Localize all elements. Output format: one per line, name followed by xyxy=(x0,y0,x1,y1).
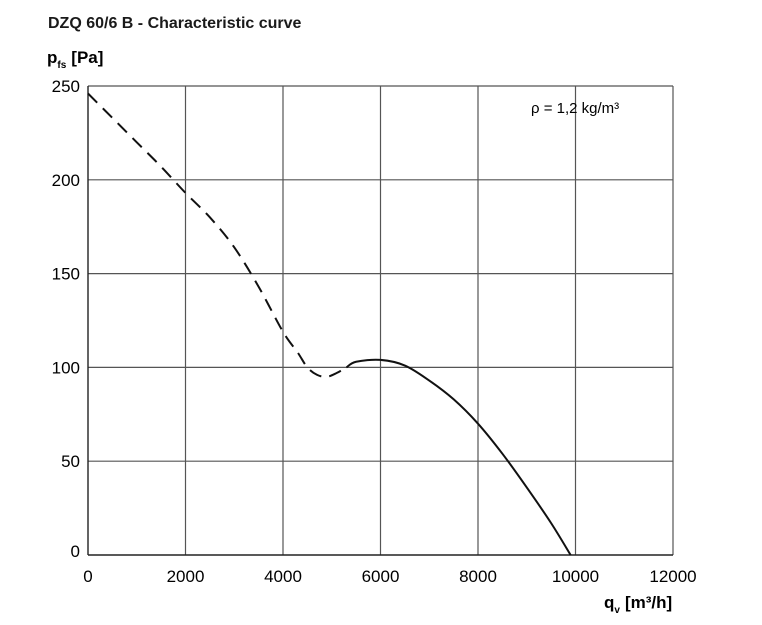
y-tick-label-0: 0 xyxy=(71,542,80,561)
y-axis-subscript: fs xyxy=(57,60,66,71)
x-tick-label-2000: 2000 xyxy=(167,567,205,586)
y-axis-symbol: p xyxy=(47,48,57,67)
x-tick-label-8000: 8000 xyxy=(459,567,497,586)
curve-solid-segment xyxy=(345,358,572,556)
x-axis-unit: [m³/h] xyxy=(625,593,672,612)
x-tick-label-0: 0 xyxy=(83,567,92,586)
x-axis-subscript: v xyxy=(614,605,620,616)
x-tick-label-12000: 12000 xyxy=(649,567,696,586)
axes xyxy=(87,86,673,556)
y-axis-label: pfs [Pa] xyxy=(47,48,103,71)
y-tick-label-200: 200 xyxy=(52,171,80,190)
density-annotation: ρ = 1,2 kg/m³ xyxy=(531,100,619,117)
y-tick-label-50: 50 xyxy=(61,452,80,471)
y-tick-label-150: 150 xyxy=(52,265,80,284)
y-axis-unit: [Pa] xyxy=(71,48,103,67)
x-tick-label-4000: 4000 xyxy=(264,567,302,586)
x-axis-symbol: q xyxy=(604,593,614,612)
y-tick-label-100: 100 xyxy=(52,358,80,377)
x-tick-label-10000: 10000 xyxy=(552,567,599,586)
curves xyxy=(87,92,572,556)
chart-title: DZQ 60/6 B - Characteristic curve xyxy=(48,15,302,32)
tick-labels: 0 2000 4000 6000 8000 10000 12000 0 50 100 150 200 2… xyxy=(52,77,697,586)
x-axis-label: qv [m³/h] xyxy=(604,593,672,616)
curve-dashed-segment xyxy=(87,92,347,378)
y-tick-label-250: 250 xyxy=(52,77,80,96)
grid xyxy=(88,85,674,555)
x-tick-label-6000: 6000 xyxy=(362,567,400,586)
